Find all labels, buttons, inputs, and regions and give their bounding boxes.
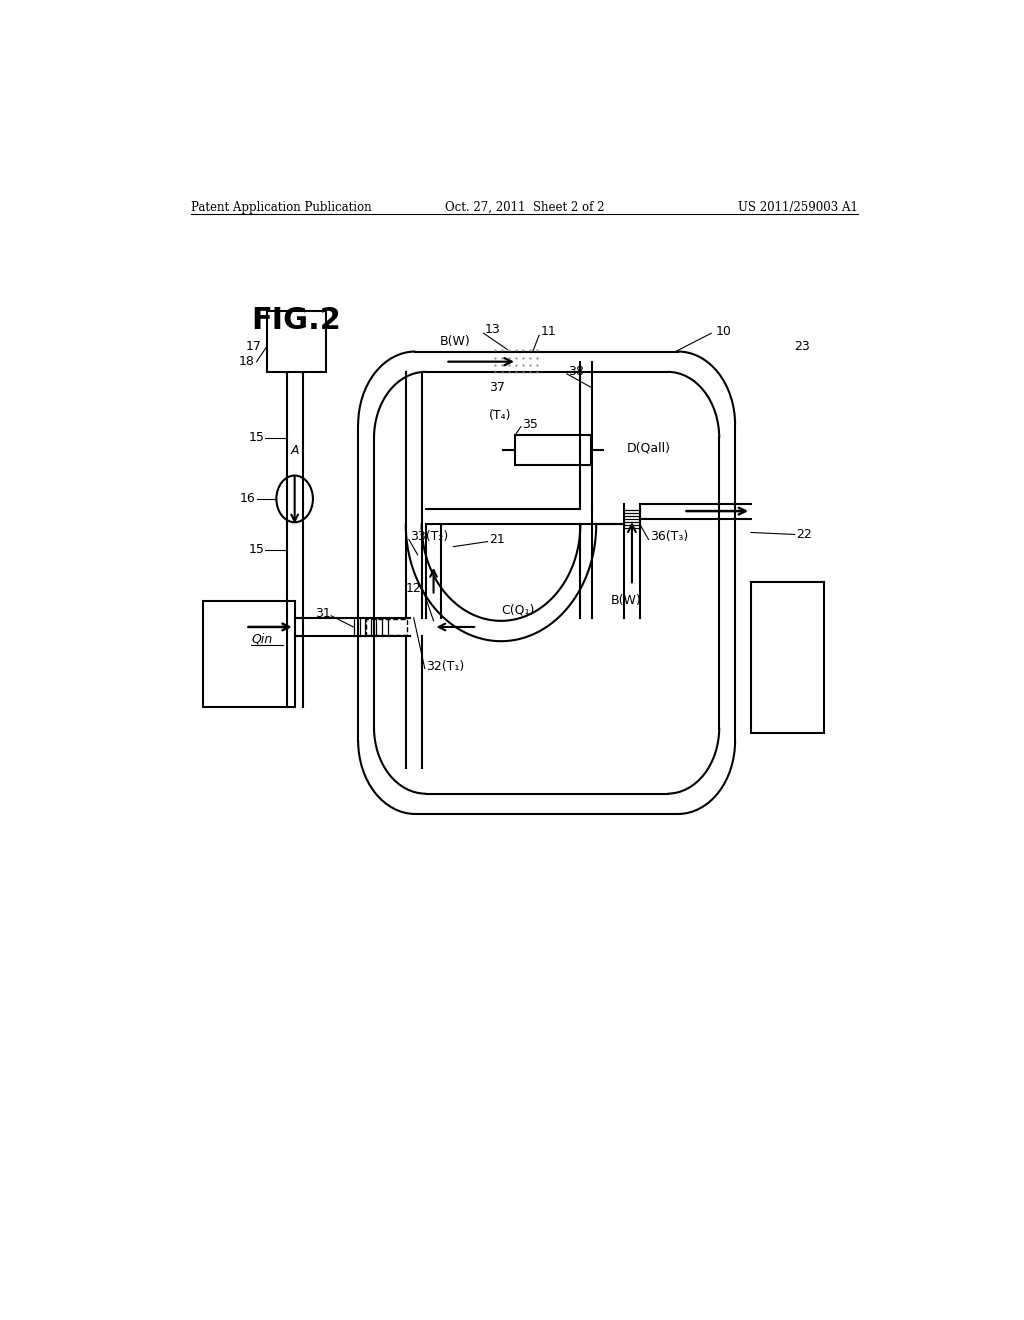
- Text: (T₄): (T₄): [489, 395, 512, 422]
- Text: 16: 16: [240, 492, 255, 506]
- Text: 38: 38: [568, 366, 585, 379]
- Text: US 2011/259003 A1: US 2011/259003 A1: [738, 201, 858, 214]
- Text: 32(T₁): 32(T₁): [426, 660, 464, 673]
- Text: 10: 10: [715, 325, 731, 338]
- Text: 31: 31: [314, 607, 331, 620]
- Bar: [267, 312, 327, 372]
- Bar: [515, 434, 591, 466]
- Bar: [204, 601, 295, 708]
- Text: 12: 12: [406, 582, 422, 595]
- Text: 36(T₃): 36(T₃): [650, 531, 688, 543]
- Text: 22: 22: [797, 528, 812, 541]
- Text: FIG.2: FIG.2: [251, 306, 341, 335]
- Text: 17: 17: [246, 341, 261, 352]
- Text: A: A: [291, 444, 299, 457]
- Bar: [367, 619, 408, 635]
- Text: D(Qall): D(Qall): [627, 442, 671, 454]
- Text: 15: 15: [249, 544, 264, 556]
- Text: 35: 35: [522, 418, 539, 432]
- Text: B(W): B(W): [440, 335, 471, 348]
- Bar: [751, 582, 824, 733]
- Text: Oct. 27, 2011  Sheet 2 of 2: Oct. 27, 2011 Sheet 2 of 2: [445, 201, 604, 214]
- Text: 21: 21: [489, 533, 505, 546]
- Text: 13: 13: [485, 322, 501, 335]
- Text: 23: 23: [795, 341, 810, 352]
- Text: 15: 15: [249, 432, 264, 445]
- Text: C(Q₁): C(Q₁): [501, 603, 535, 616]
- Text: Patent Application Publication: Patent Application Publication: [191, 201, 372, 214]
- Text: 18: 18: [239, 355, 255, 368]
- Text: 37: 37: [489, 381, 505, 395]
- Text: 33(T₂): 33(T₂): [410, 531, 447, 543]
- Text: Qin: Qin: [251, 632, 272, 645]
- Text: 11: 11: [541, 325, 556, 338]
- Text: B(W): B(W): [610, 594, 641, 607]
